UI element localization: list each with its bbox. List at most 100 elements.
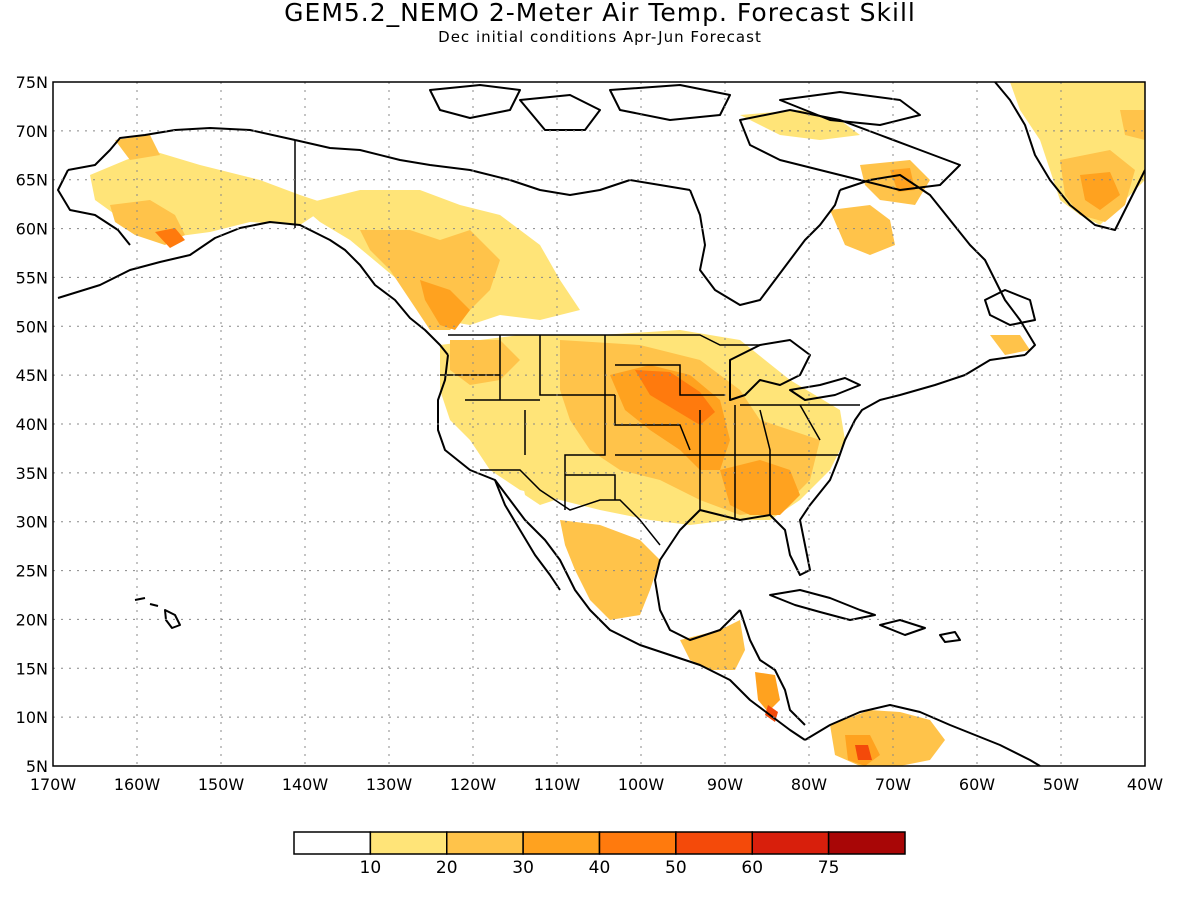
skill-region-mexico xyxy=(560,520,660,620)
border-state-3 xyxy=(604,335,615,396)
coastline-arctic-island-2 xyxy=(519,94,601,131)
latitude-label: 35N xyxy=(16,464,48,483)
coastline-alaska xyxy=(57,221,449,356)
colorbar-label: 50 xyxy=(665,858,687,878)
colorbar-swatch xyxy=(598,831,677,855)
coastline-ellesmere xyxy=(779,91,921,126)
colorbar-swatch xyxy=(827,831,906,855)
coastline-bering xyxy=(57,169,131,246)
latitude-label: 25N xyxy=(16,562,48,581)
coastline-hudson-bay xyxy=(689,189,841,306)
longitude-label: 80W xyxy=(791,775,827,794)
colorbar-swatch xyxy=(446,831,524,855)
coastline-puerto-rico xyxy=(939,631,961,643)
coastline-great-lakes xyxy=(729,339,811,401)
latitude-label: 5N xyxy=(26,757,48,776)
colorbar-label: 20 xyxy=(436,858,458,878)
longitude-label: 170W xyxy=(30,775,77,794)
border-state-12 xyxy=(799,404,821,441)
coastline-hawaii-islands xyxy=(134,597,159,607)
border-state-4 xyxy=(615,364,725,396)
border-us-canada xyxy=(448,334,760,346)
latitude-label: 55N xyxy=(16,268,48,287)
longitude-label: 130W xyxy=(366,775,413,794)
coastline-arctic-island-3 xyxy=(609,84,731,121)
colorbar-label: 75 xyxy=(818,858,840,878)
longitude-label: 110W xyxy=(534,775,581,794)
colorbar-swatch xyxy=(675,831,753,855)
skill-region-quebec xyxy=(830,205,895,255)
skill-region-greenland-northeast xyxy=(1120,110,1145,140)
latitude-label: 70N xyxy=(16,122,48,141)
coastline-newfoundland xyxy=(984,289,1036,326)
skill-region-nova-scotia xyxy=(990,335,1030,355)
coastline-central-america xyxy=(739,609,806,726)
coastline-us-east xyxy=(654,354,1026,641)
skill-region-alaska-peak xyxy=(155,228,185,248)
colorbar: 10 20 30 40 50 60 75 xyxy=(293,831,906,878)
longitude-label: 90W xyxy=(707,775,743,794)
latitude-label: 10N xyxy=(16,708,48,727)
coastline-us-west xyxy=(437,354,806,741)
skill-region-greenland-core xyxy=(1080,172,1120,210)
coastline-victoria-island xyxy=(429,84,521,119)
longitude-label: 70W xyxy=(875,775,911,794)
coastline-hispaniola xyxy=(879,619,926,636)
plot-frame xyxy=(52,81,1146,767)
graticule xyxy=(53,82,1145,766)
latitude-labels: 75N 70N 65N 60N 55N 50N 45N 40N 35N 30N 25N 20N 15N 1… xyxy=(16,73,48,776)
border-state-11 xyxy=(759,409,771,515)
coastline-greenland xyxy=(994,82,1145,231)
skill-shading xyxy=(90,82,1145,766)
coastline-hawaii xyxy=(164,609,181,629)
coastline-arctic-canada xyxy=(294,139,691,196)
skill-region-central-america xyxy=(680,620,745,670)
longitude-label: 120W xyxy=(450,775,497,794)
skill-region-colombia-peak xyxy=(855,745,872,760)
skill-region-midwest-peak xyxy=(635,370,715,425)
coastline-arctic-alaska xyxy=(67,127,296,171)
latitude-label: 75N xyxy=(16,73,48,92)
coastline-labrador xyxy=(839,174,1036,356)
border-state-5 xyxy=(614,395,691,451)
latitude-label: 20N xyxy=(16,610,48,629)
skill-region-southeast xyxy=(720,460,800,515)
longitude-label: 100W xyxy=(618,775,665,794)
colorbar-label: 30 xyxy=(512,858,534,878)
latitude-label: 50N xyxy=(16,317,48,336)
colorbar-label: 10 xyxy=(360,858,382,878)
longitude-label: 140W xyxy=(282,775,329,794)
latitude-label: 60N xyxy=(16,220,48,239)
border-state-15 xyxy=(565,474,616,500)
longitude-label: 150W xyxy=(198,775,245,794)
skill-region-bc-core xyxy=(420,280,470,330)
coastline-lake-erie xyxy=(789,377,861,401)
map-plot-area xyxy=(53,82,1145,766)
longitude-label: 160W xyxy=(114,775,161,794)
longitude-label: 50W xyxy=(1043,775,1079,794)
latitude-label: 15N xyxy=(16,659,48,678)
latitude-label: 45N xyxy=(16,366,48,385)
coastline-baja xyxy=(494,479,561,591)
latitude-label: 30N xyxy=(16,513,48,532)
colorbar-label: 60 xyxy=(741,858,763,878)
latitude-label: 65N xyxy=(16,171,48,190)
skill-region-northwest-us xyxy=(450,340,520,385)
colorbar-label: 40 xyxy=(589,858,611,878)
longitude-label: 40W xyxy=(1127,775,1163,794)
border-state-2 xyxy=(539,335,606,510)
colorbar-swatch xyxy=(369,831,448,855)
colorbar-swatch xyxy=(293,831,372,855)
map-title: GEM5.2_NEMO 2-Meter Air Temp. Forecast S… xyxy=(284,0,916,27)
skill-region-arctic-islands xyxy=(740,110,860,140)
colorbar-swatch xyxy=(751,831,830,855)
coastline-cuba xyxy=(769,589,876,621)
skill-region-honduras xyxy=(755,672,780,712)
border-us-mexico xyxy=(480,469,661,546)
map-subtitle: Dec initial conditions Apr-Jun Forecast xyxy=(438,28,762,46)
political-borders xyxy=(294,140,860,546)
latitude-label: 40N xyxy=(16,415,48,434)
colorbar-swatch xyxy=(522,831,601,855)
longitude-labels: 170W 160W 150W 140W 130W 120W 110W 100W 90W 80W 70… xyxy=(30,775,1163,794)
